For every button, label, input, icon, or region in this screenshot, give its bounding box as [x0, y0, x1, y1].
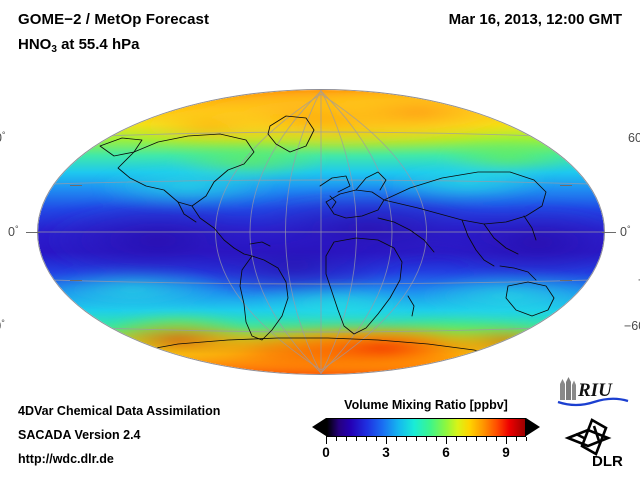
lat-tick-right-m30 [560, 280, 572, 281]
colorbar-tick-3 [386, 437, 387, 444]
colorbar-tick-minor [396, 437, 397, 441]
dlr-wordmark: DLR [592, 453, 623, 470]
dlr-mark-icon [564, 418, 612, 456]
colorbar-tick-minor [336, 437, 337, 441]
colorbar-body [312, 418, 540, 438]
colorbar-title: Volume Mixing Ratio [ppbv] [344, 398, 508, 412]
colorbar-tick-minor [356, 437, 357, 441]
lat-tick-left-m30 [70, 280, 82, 281]
footer-version: SACADA Version 2.4 [18, 428, 141, 442]
colorbar-tick-minor [526, 437, 527, 441]
colorbar-tick-minor [466, 437, 467, 441]
lat-tick-right-30 [560, 185, 572, 186]
colorbar-tick-0 [326, 437, 327, 444]
species-level: at 55.4 hPa [56, 36, 140, 53]
colorbar-tick-minor [406, 437, 407, 441]
lat-label-right-60: 60° [628, 131, 640, 145]
degree-symbol: ° [1, 130, 6, 140]
riu-logo: RIU [556, 374, 630, 408]
lat-label-right-m30: −30° [638, 272, 640, 287]
colorbar-tick-6 [446, 437, 447, 444]
colorbar-tick-minor [436, 437, 437, 441]
lat-label-left-60: 60° [0, 130, 6, 145]
lat-label-right-m60: −60° [624, 319, 640, 333]
colorbar-tick-minor [416, 437, 417, 441]
colorbar-label-0: 0 [322, 445, 330, 460]
colorbar: Volume Mixing Ratio [ppbv] [312, 398, 540, 470]
forecast-timestamp: Mar 16, 2013, 12:00 GMT [448, 11, 622, 28]
colorbar-label-6: 6 [442, 445, 450, 460]
colorbar-tick-minor [456, 437, 457, 441]
lat-tick-left-30 [70, 185, 82, 186]
map-panel: 60° 30° 0° −30° −60° 60° 30° 0° −30° −60… [0, 90, 640, 374]
colorbar-tick-minor [516, 437, 517, 441]
footer-method: 4DVar Chemical Data Assimilation [18, 404, 221, 418]
degree-symbol: ° [1, 318, 5, 328]
colorbar-tick-minor [496, 437, 497, 441]
colorbar-tick-minor [426, 437, 427, 441]
footer-url[interactable]: http://wdc.dlr.de [18, 452, 114, 466]
colorbar-tick-9 [506, 437, 507, 444]
lat-tick-left-0 [26, 232, 40, 233]
degree-symbol: ° [14, 224, 19, 234]
map-data-field [38, 90, 604, 374]
species-subscript: 3 [51, 44, 57, 55]
species-name: HNO [18, 36, 52, 53]
mollweide-globe [38, 90, 604, 374]
colorbar-over-arrow-icon [526, 418, 540, 436]
riu-wordmark: RIU [577, 380, 613, 401]
colorbar-tick-minor [486, 437, 487, 441]
lat-label-left-0: 0° [8, 224, 19, 239]
species-subtitle: HNO3 at 55.4 hPa [18, 36, 139, 55]
colorbar-tick-minor [476, 437, 477, 441]
dlr-logo: DLR [562, 414, 632, 470]
lat-label-right-0: 0° [620, 224, 631, 239]
degree-symbol: ° [626, 224, 631, 234]
lat-tick-right-0 [602, 232, 616, 233]
coastlines [99, 115, 579, 359]
page-title: GOME−2 / MetOp Forecast [18, 11, 210, 28]
colorbar-label-3: 3 [382, 445, 390, 460]
riu-swoosh-icon [557, 397, 629, 407]
arctic-maximum [118, 90, 538, 152]
colorbar-tick-minor [346, 437, 347, 441]
riu-tower-icon [560, 377, 576, 400]
lat-label-left-m60: −60° [0, 318, 5, 333]
colorbar-ticks [326, 437, 527, 444]
colorbar-under-arrow-icon [312, 418, 326, 436]
graticule-meridians [215, 90, 427, 374]
colorbar-tick-labels: 0 3 6 9 [312, 445, 540, 465]
colorbar-tick-minor [366, 437, 367, 441]
colorbar-tick-minor [376, 437, 377, 441]
colorbar-label-9: 9 [502, 445, 510, 460]
colorbar-gradient [326, 418, 526, 437]
map-canvas [38, 90, 604, 374]
